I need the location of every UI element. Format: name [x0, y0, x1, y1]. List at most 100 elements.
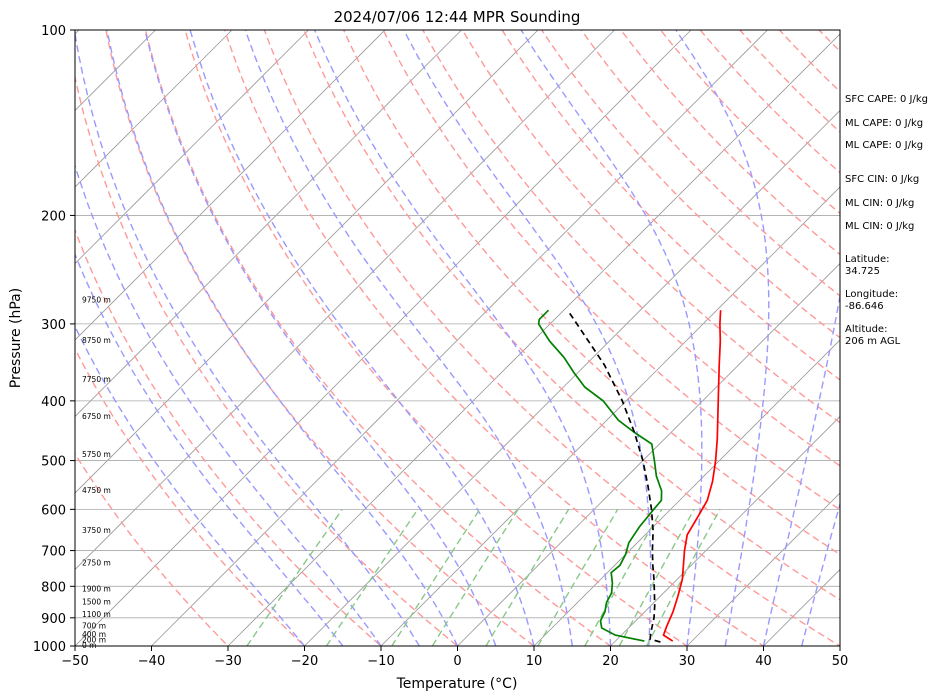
y-tick-label: 400: [41, 395, 66, 410]
x-tick-label: 50: [832, 654, 849, 669]
y-tick-label: 1000: [33, 640, 66, 655]
x-tick-label: −50: [61, 654, 88, 669]
altitude-value: 206 m AGL: [845, 336, 901, 347]
moist-adiabat-line: [313, 30, 612, 646]
x-tick-label: 20: [602, 654, 619, 669]
x-tick-label: −20: [291, 654, 318, 669]
sfc-cin: SFC CIN: 0 J/kg: [845, 174, 919, 185]
ml-cape-2: ML CAPE: 0 J/kg: [845, 140, 923, 151]
moist-adiabat-line: [106, 30, 459, 646]
isotherm-line: [304, 109, 840, 646]
ml-cin-1: ML CIN: 0 J/kg: [845, 198, 914, 209]
height-label: 8750 m: [82, 336, 111, 345]
profiles: [537, 309, 722, 643]
height-label: 1900 m: [82, 585, 111, 594]
y-tick-label: 300: [41, 318, 66, 333]
isotherm-line: [686, 492, 840, 646]
y-tick-label: 700: [41, 545, 66, 560]
isotherm-line: [380, 186, 840, 646]
y-tick-label: 100: [41, 24, 66, 39]
altitude-label: Altitude:: [845, 324, 887, 335]
height-label: 700 m: [82, 622, 106, 631]
isotherm-line: [610, 415, 840, 646]
moist-adiabat-line: [520, 30, 703, 646]
dry-adiabat-line: [223, 30, 765, 646]
dry-adiabat-line: [184, 30, 689, 646]
height-label: 200 m: [82, 636, 106, 645]
dry-adiabat-line: [75, 452, 229, 646]
longitude-value: -86.646: [845, 301, 884, 312]
mixing-ratio-line: [485, 508, 570, 646]
dry-adiabat-line: [501, 30, 840, 381]
y-axis-ticks: 1000 900 800 700 600 500 400 300 200 100: [33, 24, 75, 655]
isotherm-line: [75, 30, 462, 418]
ml-cape-1: ML CAPE: 0 J/kg: [845, 118, 923, 129]
height-label: 1500 m: [82, 598, 111, 607]
chart-title: 2024/07/06 12:44 MPR Sounding: [334, 8, 581, 26]
height-label: 6750 m: [82, 412, 111, 421]
moist-adiabat-line: [75, 252, 344, 646]
parcel-profile: [566, 309, 661, 643]
dry-adiabat-line: [263, 30, 840, 646]
ml-cin-2: ML CIN: 0 J/kg: [845, 221, 914, 232]
y-tick-label: 600: [41, 503, 66, 518]
moist-adiabat-line: [189, 30, 535, 646]
height-label: 7750 m: [82, 375, 111, 384]
x-axis-label: Temperature (°C): [396, 676, 518, 692]
isotherm-line: [227, 33, 840, 646]
latitude-value: 34.725: [845, 266, 880, 277]
x-axis-ticks: −50 −40 −30 −20 −10 0 10 20 30 40 50: [61, 646, 848, 669]
moist-adiabat-line: [75, 30, 420, 646]
height-label: 2750 m: [82, 559, 111, 568]
temperature-profile: [662, 310, 722, 642]
isotherm-line: [75, 30, 539, 494]
dewpoint-profile: [537, 309, 663, 642]
moist-adiabat-line: [144, 30, 497, 646]
x-tick-label: −10: [367, 654, 394, 669]
dry-adiabat-line: [75, 347, 306, 646]
mixing-ratio-line: [645, 508, 721, 646]
isotherm-line: [533, 339, 840, 646]
mixing-ratio-line: [325, 508, 419, 646]
moist-adiabat-line: [244, 30, 573, 646]
y-tick-label: 200: [41, 209, 66, 224]
height-label: 3750 m: [82, 526, 111, 535]
height-label: 1100 m: [82, 610, 111, 619]
background-lines: [75, 30, 840, 646]
height-label: 9750 m: [82, 296, 111, 305]
y-tick-label: 800: [41, 580, 66, 595]
x-tick-label: −40: [138, 654, 165, 669]
y-tick-label: 500: [41, 455, 66, 470]
moist-adiabat-line: [75, 163, 382, 646]
longitude-label: Longitude:: [845, 289, 898, 300]
moist-adiabat-line: [801, 501, 840, 646]
isotherm-line: [75, 30, 692, 646]
mixing-ratio-line: [431, 508, 519, 646]
sfc-cape: SFC CAPE: 0 J/kg: [845, 94, 928, 105]
x-tick-label: 10: [526, 654, 543, 669]
side-panel: SFC CAPE: 0 J/kg ML CAPE: 0 J/kg ML CAPE…: [845, 94, 928, 347]
mixing-ratio-line: [391, 508, 481, 646]
dry-adiabat-line: [75, 73, 459, 646]
x-tick-label: −30: [214, 654, 241, 669]
dry-adiabat-line: [303, 30, 840, 601]
moist-adiabat-line: [762, 292, 840, 646]
x-tick-label: 40: [755, 654, 772, 669]
x-tick-label: 30: [679, 654, 696, 669]
mixing-ratio-line: [618, 508, 695, 646]
height-label: 400 m: [82, 630, 106, 639]
isotherm-line: [75, 30, 233, 188]
height-label: 4750 m: [82, 486, 111, 495]
moist-adiabat-line: [403, 30, 652, 646]
mixing-ratio-line: [537, 508, 619, 646]
dry-adiabat-line: [105, 30, 536, 646]
isotherm-line: [75, 30, 386, 341]
isotherm-line: [75, 30, 615, 571]
mixing-ratio-line: [246, 508, 343, 646]
isotherm-line: [457, 262, 840, 646]
isotherm-line: [151, 30, 768, 646]
x-tick-label: 0: [453, 654, 461, 669]
moist-adiabat-line: [75, 324, 306, 646]
moist-adiabat-line: [675, 30, 770, 646]
